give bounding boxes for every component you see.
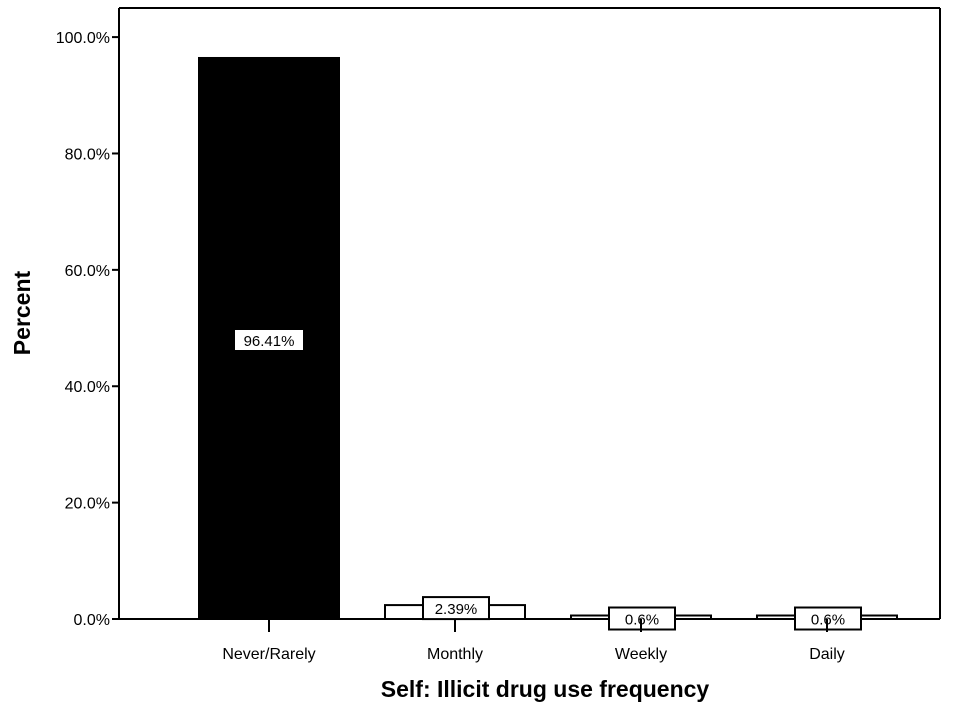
x-tick-label: Monthly <box>427 646 483 663</box>
x-axis: Never/Rarely Monthly Weekly Daily <box>222 619 845 663</box>
x-tick-label: Daily <box>809 646 845 663</box>
y-tick-label: 100.0% <box>56 30 110 47</box>
y-tick-label: 40.0% <box>65 379 110 396</box>
x-tick-label: Never/Rarely <box>222 646 315 663</box>
data-label-box <box>233 328 305 352</box>
data-label: 2.39% <box>435 601 478 618</box>
y-tick-label: 0.0% <box>74 612 110 629</box>
data-label: 96.41% <box>244 333 295 350</box>
x-axis-title: Self: Illicit drug use frequency <box>381 676 710 702</box>
y-tick-label: 20.0% <box>65 496 110 513</box>
y-axis-title: Percent <box>9 270 35 355</box>
bars: 96.41%2.39%0.6%0.6% <box>198 56 898 631</box>
y-tick-label: 80.0% <box>65 146 110 163</box>
y-tick-label: 60.0% <box>65 263 110 280</box>
y-axis: 0.0% 20.0% 40.0% 60.0% 80.0% 100.0% <box>56 30 119 629</box>
x-tick-label: Weekly <box>615 646 667 663</box>
